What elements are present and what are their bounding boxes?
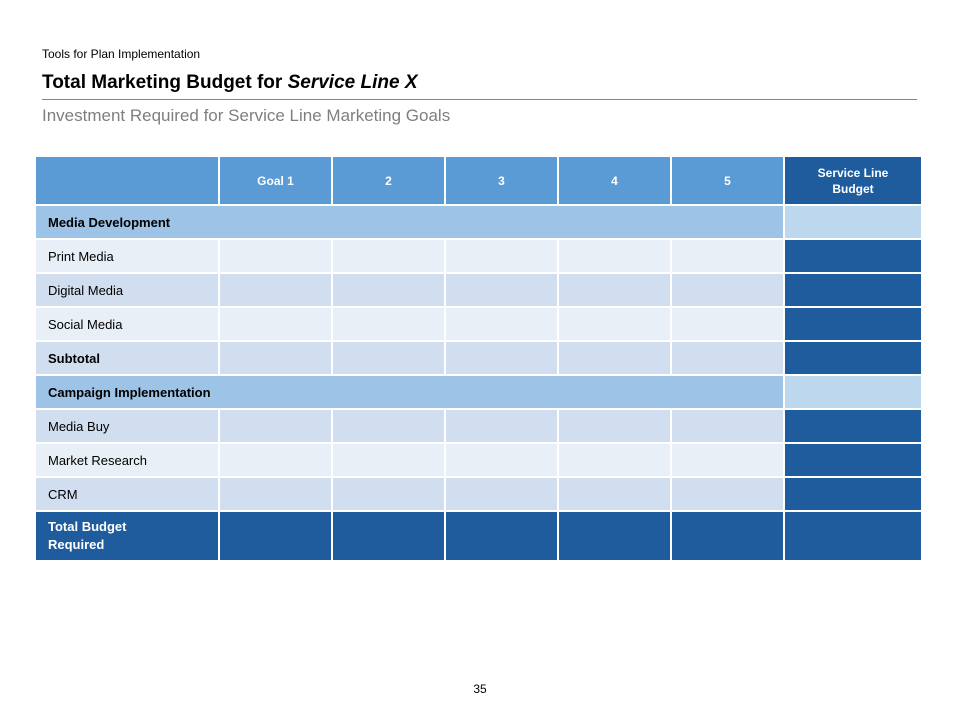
- goal-cell: [218, 238, 333, 274]
- row-label: Digital Media: [34, 272, 220, 308]
- goal-cell: [557, 306, 672, 342]
- goal-cell: [557, 238, 672, 274]
- goal-cell: [557, 476, 672, 512]
- goal-cell: [557, 340, 672, 376]
- total-goal-cell: [444, 510, 559, 562]
- goal-cell: [444, 442, 559, 478]
- total-budget-cell: [783, 510, 923, 562]
- section-row-media-development: Media Development: [34, 204, 923, 240]
- budget-cell: [783, 442, 923, 478]
- header-goal-4: 4: [557, 155, 672, 206]
- goal-cell: [670, 272, 785, 308]
- table-row-total-budget: Total Budget Required: [34, 510, 923, 562]
- total-label-line-2: Required: [48, 537, 105, 552]
- section-budget-cell: [783, 204, 923, 240]
- goal-cell: [331, 272, 446, 308]
- row-label: CRM: [34, 476, 220, 512]
- section-row-campaign-implementation: Campaign Implementation: [34, 374, 923, 410]
- section-label: Media Development: [34, 204, 785, 240]
- budget-cell: [783, 408, 923, 444]
- page-number: 35: [473, 682, 487, 696]
- table-row-print-media: Print Media: [34, 238, 923, 274]
- budget-header-line-2: Budget: [832, 181, 874, 196]
- row-label: Market Research: [34, 442, 220, 478]
- table-row-digital-media: Digital Media: [34, 272, 923, 308]
- total-goal-cell: [218, 510, 333, 562]
- goal-cell: [331, 442, 446, 478]
- budget-header-line-1: Service Line: [817, 165, 889, 180]
- section-label: Campaign Implementation: [34, 374, 785, 410]
- total-label-line-1: Total Budget: [48, 519, 127, 534]
- budget-cell: [783, 306, 923, 342]
- goal-cell: [444, 408, 559, 444]
- goal-cell: [670, 476, 785, 512]
- goal-cell: [670, 238, 785, 274]
- table-row-crm: CRM: [34, 476, 923, 512]
- goal-cell: [218, 408, 333, 444]
- goal-cell: [557, 442, 672, 478]
- goal-cell: [444, 306, 559, 342]
- goal-cell: [670, 442, 785, 478]
- goal-cell: [218, 340, 333, 376]
- total-goal-cell: [331, 510, 446, 562]
- header-goal-1: Goal 1: [218, 155, 333, 206]
- goal-cell: [218, 306, 333, 342]
- goal-cell: [444, 476, 559, 512]
- table-row-market-research: Market Research: [34, 442, 923, 478]
- total-goal-cell: [670, 510, 785, 562]
- goal-cell: [670, 306, 785, 342]
- budget-cell: [783, 340, 923, 376]
- header-corner-cell: [34, 155, 220, 206]
- section-budget-cell: [783, 374, 923, 410]
- page-subtitle: Investment Required for Service Line Mar…: [42, 106, 451, 125]
- table-row-subtotal: Subtotal: [34, 340, 923, 376]
- goal-cell: [331, 306, 446, 342]
- goal-cell: [557, 272, 672, 308]
- goal-cell: [670, 408, 785, 444]
- goal-cell: [444, 272, 559, 308]
- row-label: Media Buy: [34, 408, 220, 444]
- table-header-row: Goal 1 2 3 4 5 Service Line Budget: [34, 155, 923, 206]
- table-row-media-buy: Media Buy: [34, 408, 923, 444]
- total-goal-cell: [557, 510, 672, 562]
- goal-cell: [218, 272, 333, 308]
- goal-cell: [557, 408, 672, 444]
- header-goal-2: 2: [331, 155, 446, 206]
- row-label: Subtotal: [34, 340, 220, 376]
- table-row-social-media: Social Media: [34, 306, 923, 342]
- budget-table: Goal 1 2 3 4 5 Service Line Budget Media …: [34, 155, 923, 562]
- budget-cell: [783, 272, 923, 308]
- row-label: Print Media: [34, 238, 220, 274]
- title-emphasis: Service Line X: [287, 72, 418, 93]
- budget-cell: [783, 238, 923, 274]
- title-divider: [42, 99, 917, 100]
- goal-cell: [444, 340, 559, 376]
- row-label: Social Media: [34, 306, 220, 342]
- goal-cell: [331, 238, 446, 274]
- header-goal-5: 5: [670, 155, 785, 206]
- goal-cell: [331, 476, 446, 512]
- goal-cell: [331, 408, 446, 444]
- budget-cell: [783, 476, 923, 512]
- header-service-line-budget: Service Line Budget: [783, 155, 923, 206]
- goal-cell: [218, 476, 333, 512]
- overline-text: Tools for Plan Implementation: [42, 47, 201, 61]
- total-label: Total Budget Required: [34, 510, 220, 562]
- page-title: Total Marketing Budget for Service Line …: [42, 72, 418, 94]
- goal-cell: [331, 340, 446, 376]
- title-text: Total Marketing Budget for: [42, 72, 288, 93]
- goal-cell: [670, 340, 785, 376]
- header-goal-3: 3: [444, 155, 559, 206]
- goal-cell: [444, 238, 559, 274]
- goal-cell: [218, 442, 333, 478]
